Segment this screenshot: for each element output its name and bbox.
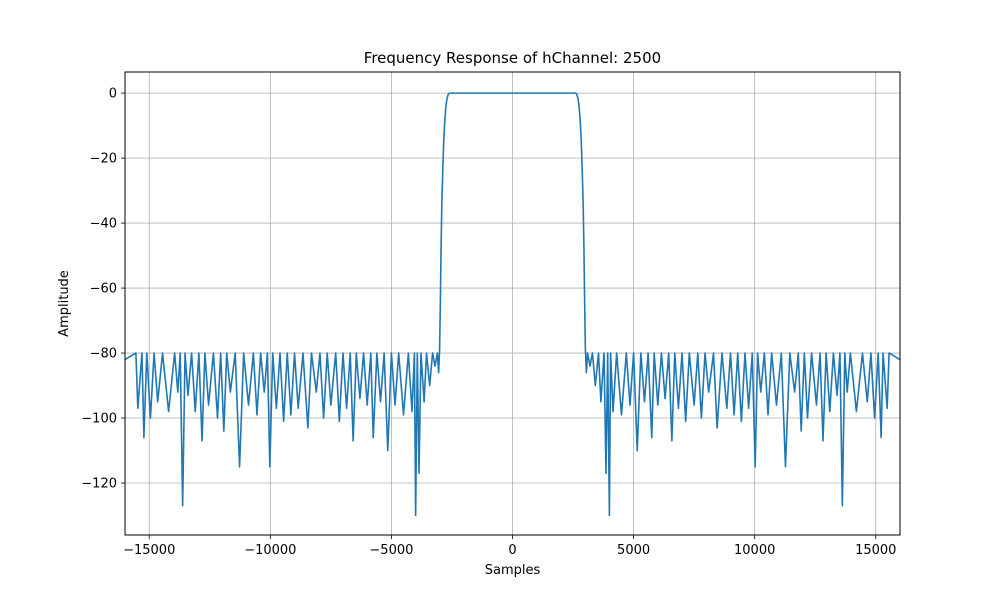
x-tick-label: 5000 [617,543,650,558]
y-tick-label: 0 [109,87,117,102]
chart-title: Frequency Response of hChannel: 2500 [364,49,661,67]
ticks-layer: −15000 −10000 −5000 0 5000 10000 15000 0 −20 −40 −… [81,87,896,558]
y-tick-label: −100 [81,412,117,427]
y-tick-label: −80 [90,347,117,362]
y-tick-label: −40 [90,217,117,232]
x-tick-label: 10000 [734,543,775,558]
x-axis-title: Samples [485,563,541,578]
x-tick-label: −5000 [369,543,413,558]
y-tick-label: −60 [90,282,117,297]
x-tick-label: 15000 [855,543,896,558]
y-tick-label: −120 [81,477,117,492]
plot-frame [124,71,901,536]
y-tick-label: −20 [90,152,117,167]
grid-layer [125,72,900,535]
x-tick-label: −15000 [123,543,175,558]
series-line [124,92,901,517]
x-tick-label: 0 [508,543,516,558]
y-axis-title: Amplitude [57,270,72,337]
x-tick-label: −10000 [244,543,296,558]
series-layer [124,92,901,517]
